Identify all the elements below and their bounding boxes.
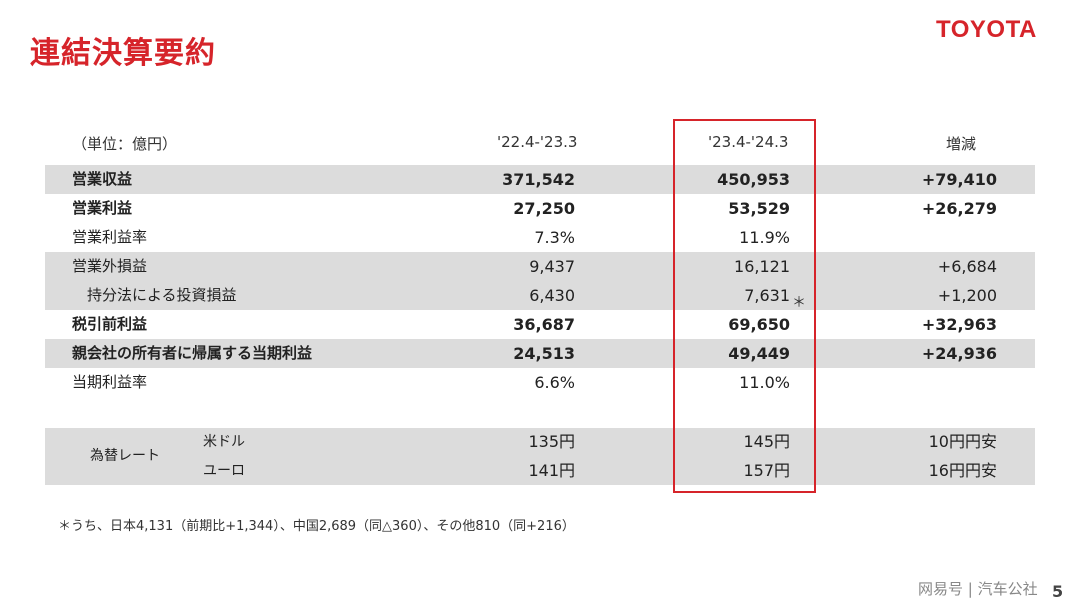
value-fy2023: 11.0%: [739, 373, 790, 392]
fx-rate-label: 為替レート: [90, 448, 160, 464]
value-change: +1,200: [937, 286, 997, 305]
table-row: 米ドル 135円 145円 10円円安: [45, 428, 1035, 456]
value-fy2023: 157円: [743, 461, 790, 480]
row-label: 営業収益: [72, 170, 133, 188]
table-row: ユーロ 141円 157円 16円円安: [45, 457, 1035, 485]
column-header-change: 増減: [946, 135, 977, 153]
row-label: 営業利益: [72, 199, 133, 217]
value-fy2022: 141円: [528, 461, 575, 480]
highlight-box: [673, 119, 816, 493]
value-fy2022: 371,542: [502, 170, 575, 189]
value-fy2022: 24,513: [513, 344, 575, 363]
footnote-marker: ＊: [792, 295, 806, 311]
value-fy2023: 7,631: [744, 286, 790, 305]
value-change: +26,279: [921, 199, 997, 218]
toyota-logo: TOYOTA: [936, 16, 1037, 43]
table-row: 持分法による投資損益 6,430 7,631 +1,200: [45, 281, 1035, 310]
value-fy2022: 7.3%: [534, 228, 575, 247]
value-change: +32,963: [921, 315, 997, 334]
page-number: 5: [1052, 582, 1064, 601]
fx-rate-block: 為替レート 米ドル 135円 145円 10円円安 ユーロ 141円 157円 …: [45, 428, 1035, 485]
footnote: ＊うち、日本4,131（前期比+1,344）、中国2,689（同△360）、その…: [58, 519, 575, 534]
value-fy2022: 6,430: [529, 286, 575, 305]
row-label: 親会社の所有者に帰属する当期利益: [72, 344, 313, 362]
value-change: +79,410: [921, 170, 997, 189]
row-label: 営業利益率: [72, 228, 148, 246]
row-label: 当期利益率: [72, 373, 148, 391]
table-row: 当期利益率 6.6% 11.0%: [45, 368, 1035, 397]
value-fy2022: 135円: [528, 432, 575, 451]
table-row: 営業利益 27,250 53,529 +26,279: [45, 194, 1035, 223]
value-fy2023: 53,529: [728, 199, 790, 218]
value-fy2023: 69,650: [728, 315, 790, 334]
value-fy2023: 49,449: [728, 344, 790, 363]
value-fy2022: 36,687: [513, 315, 575, 334]
currency-label: 米ドル: [203, 434, 245, 450]
value-fy2023: 145円: [743, 432, 790, 451]
column-header-fy2023: '23.4-'24.3: [708, 133, 789, 151]
table-row: 親会社の所有者に帰属する当期利益 24,513 49,449 +24,936: [45, 339, 1035, 368]
value-fy2022: 9,437: [529, 257, 575, 276]
page-title: 連結決算要約: [30, 36, 216, 71]
row-label: 営業外損益: [72, 257, 148, 275]
row-label: 税引前利益: [72, 315, 148, 333]
value-change: +24,936: [921, 344, 997, 363]
value-change: +6,684: [937, 257, 997, 276]
value-fy2023: 16,121: [734, 257, 790, 276]
value-change: 16円円安: [928, 461, 997, 480]
table-row: 営業利益率 7.3% 11.9%: [45, 223, 1035, 252]
value-fy2022: 27,250: [513, 199, 575, 218]
table-row: 営業収益 371,542 450,953 +79,410: [45, 165, 1035, 194]
table-row: 営業外損益 9,437 16,121 +6,684: [45, 252, 1035, 281]
table-row: 税引前利益 36,687 69,650 +32,963: [45, 310, 1035, 339]
value-fy2023: 11.9%: [739, 228, 790, 247]
watermark: 网易号 | 汽车公社: [918, 580, 1038, 598]
currency-label: ユーロ: [203, 463, 245, 479]
value-fy2023: 450,953: [717, 170, 790, 189]
value-fy2022: 6.6%: [534, 373, 575, 392]
column-header-fy2022: '22.4-'23.3: [497, 133, 578, 151]
row-label: 持分法による投資損益: [87, 286, 237, 304]
unit-label: （単位：億円）: [72, 135, 178, 153]
value-change: 10円円安: [928, 432, 997, 451]
